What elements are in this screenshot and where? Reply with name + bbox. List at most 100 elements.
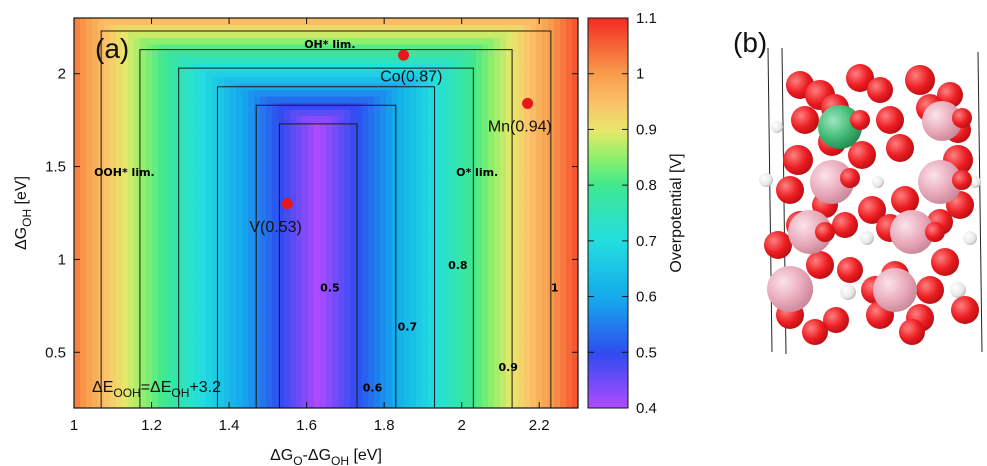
heatmap-cell bbox=[140, 96, 147, 104]
heatmap-cell bbox=[386, 148, 393, 156]
heatmap-cell bbox=[338, 369, 345, 377]
heatmap-cell bbox=[374, 57, 381, 65]
heatmap-cell bbox=[170, 102, 177, 110]
heatmap-cell bbox=[176, 206, 183, 214]
heatmap-cell bbox=[92, 232, 99, 240]
heatmap-cell bbox=[530, 96, 537, 104]
heatmap-cell bbox=[176, 70, 183, 78]
heatmap-cell bbox=[80, 63, 87, 71]
heatmap-cell bbox=[368, 96, 375, 104]
heatmap-cell bbox=[482, 44, 489, 52]
heatmap-cell bbox=[374, 193, 381, 201]
heatmap-cell bbox=[284, 37, 291, 45]
heatmap-cell bbox=[524, 336, 531, 344]
heatmap-cell bbox=[416, 154, 423, 162]
heatmap-cell bbox=[362, 213, 369, 221]
heatmap-cell bbox=[560, 76, 567, 84]
heatmap-cell bbox=[368, 31, 375, 39]
heatmap-cell bbox=[344, 96, 351, 104]
heatmap-cell bbox=[140, 388, 147, 396]
heatmap-cell bbox=[368, 200, 375, 208]
heatmap-cell bbox=[446, 349, 453, 357]
heatmap-cell bbox=[140, 349, 147, 357]
heatmap-cell bbox=[266, 193, 273, 201]
heatmap-cell bbox=[488, 24, 495, 32]
heatmap-cell bbox=[254, 115, 261, 123]
heatmap-cell bbox=[422, 148, 429, 156]
heatmap-field bbox=[74, 18, 578, 408]
heatmap-cell bbox=[338, 349, 345, 357]
heatmap-cell bbox=[296, 187, 303, 195]
heatmap-cell bbox=[86, 388, 93, 396]
heatmap-cell bbox=[242, 375, 249, 383]
heatmap-cell bbox=[104, 265, 111, 273]
heatmap-cell bbox=[530, 343, 537, 351]
heatmap-cell bbox=[86, 24, 93, 32]
heatmap-cell bbox=[482, 128, 489, 136]
heatmap-cell bbox=[170, 226, 177, 234]
heatmap-cell bbox=[248, 96, 255, 104]
heatmap-cell bbox=[224, 343, 231, 351]
heatmap-cell bbox=[104, 70, 111, 78]
heatmap-cell bbox=[236, 18, 243, 26]
heatmap-cell bbox=[86, 323, 93, 331]
heatmap-cell bbox=[284, 63, 291, 71]
heatmap-cell bbox=[386, 310, 393, 318]
heatmap-cell bbox=[206, 122, 213, 130]
heatmap-cell bbox=[188, 96, 195, 104]
heatmap-cell bbox=[380, 278, 387, 286]
heatmap-cell bbox=[398, 76, 405, 84]
heatmap-cell bbox=[542, 330, 549, 338]
heatmap-cell bbox=[362, 31, 369, 39]
heatmap-cell bbox=[314, 239, 321, 247]
heatmap-cell bbox=[338, 388, 345, 396]
heatmap-cell bbox=[206, 356, 213, 364]
heatmap-cell bbox=[404, 330, 411, 338]
heatmap-cell bbox=[404, 226, 411, 234]
heatmap-cell bbox=[290, 180, 297, 188]
heatmap-cell bbox=[116, 180, 123, 188]
heatmap-cell bbox=[554, 180, 561, 188]
heatmap-cell bbox=[338, 187, 345, 195]
heatmap-cell bbox=[566, 44, 573, 52]
heatmap-cell bbox=[536, 278, 543, 286]
heatmap-cell bbox=[380, 252, 387, 260]
heatmap-cell bbox=[74, 109, 81, 117]
heatmap-cell bbox=[284, 167, 291, 175]
heatmap-cell bbox=[554, 89, 561, 97]
heatmap-cell bbox=[332, 271, 339, 279]
heatmap-cell bbox=[104, 323, 111, 331]
heatmap-cell bbox=[206, 369, 213, 377]
heatmap-cell bbox=[452, 291, 459, 299]
heatmap-cell bbox=[506, 44, 513, 52]
heatmap-cell bbox=[374, 323, 381, 331]
heatmap-cell bbox=[272, 128, 279, 136]
heatmap-cell bbox=[458, 83, 465, 91]
heatmap-cell bbox=[242, 284, 249, 292]
heatmap-cell bbox=[212, 401, 219, 408]
heatmap-cell bbox=[194, 271, 201, 279]
heatmap-cell bbox=[362, 44, 369, 52]
heatmap-cell bbox=[566, 323, 573, 331]
heatmap-cell bbox=[164, 89, 171, 97]
heatmap-cell bbox=[518, 135, 525, 143]
heatmap-cell bbox=[536, 167, 543, 175]
heatmap-cell bbox=[506, 161, 513, 169]
heatmap-cell bbox=[326, 70, 333, 78]
heatmap-cell bbox=[140, 310, 147, 318]
heatmap-cell bbox=[428, 167, 435, 175]
heatmap-cell bbox=[350, 161, 357, 169]
heatmap-cell bbox=[224, 180, 231, 188]
heatmap-cell bbox=[86, 206, 93, 214]
heatmap-cell bbox=[524, 291, 531, 299]
heatmap-cell bbox=[152, 83, 159, 91]
heatmap-cell bbox=[356, 200, 363, 208]
heatmap-cell bbox=[380, 245, 387, 253]
heatmap-cell bbox=[464, 297, 471, 305]
heatmap-cell bbox=[248, 219, 255, 227]
heatmap-cell bbox=[350, 115, 357, 123]
heatmap-cell bbox=[422, 44, 429, 52]
heatmap-cell bbox=[434, 141, 441, 149]
heatmap-cell bbox=[266, 310, 273, 318]
heatmap-cell bbox=[332, 174, 339, 182]
